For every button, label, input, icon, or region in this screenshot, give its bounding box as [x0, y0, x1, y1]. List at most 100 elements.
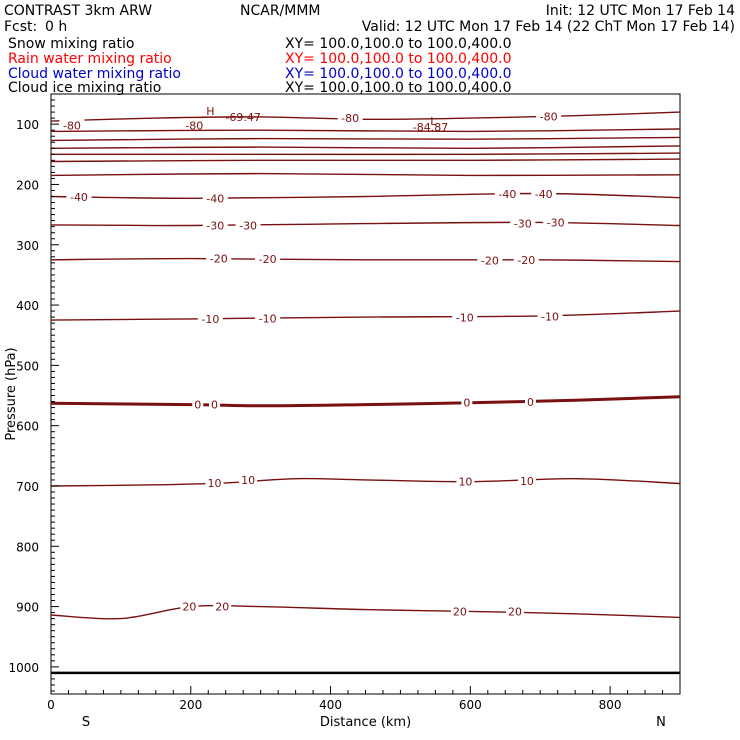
contour-label-bg [543, 215, 569, 230]
contour-label: -40 [535, 188, 553, 201]
x-axis-label: Distance (km) [320, 715, 411, 730]
x-tick-label: 400 [319, 698, 342, 712]
contour-label: -20 [259, 253, 277, 266]
y-axis-label: Pressure (hPa) [4, 347, 19, 440]
contour-label-bg [456, 474, 475, 489]
y-tick-label: 400 [16, 299, 39, 313]
contour-label-bg [524, 395, 536, 410]
extremum-label: L [430, 115, 437, 128]
contour-label-bg [255, 252, 281, 267]
legend-rain-label: Rain water mixing ratio [8, 51, 172, 67]
y-tick-label: 900 [16, 601, 39, 615]
contour-label: 20 [453, 605, 467, 618]
center-title: NCAR/MMM [240, 3, 321, 19]
plot-frame [50, 93, 681, 695]
contour-label-bg [239, 472, 258, 487]
legend-cloudwater-label: Cloud water mixing ratio [8, 66, 181, 82]
y-tick-label: 200 [16, 178, 39, 192]
contour-label: 0 [211, 399, 218, 412]
contour-label: 20 [182, 601, 196, 614]
x-tick-label: 600 [459, 698, 482, 712]
contour-line [50, 145, 681, 150]
north-end-label: N [656, 715, 666, 730]
header: CONTRAST 3km ARW NCAR/MMM Init: 12 UTC M… [4, 3, 735, 35]
contour-label-bg [513, 252, 539, 267]
contour-label-bg [235, 218, 261, 233]
contour-label: -40 [498, 188, 516, 201]
contour-label-bg [205, 475, 224, 490]
contour-line [50, 158, 681, 163]
contour-label-bg [531, 187, 557, 202]
contour-label-bg [517, 474, 536, 489]
y-tick-label: 800 [16, 540, 39, 554]
y-tick-label: 100 [16, 118, 39, 132]
model-title: CONTRAST 3km ARW [4, 3, 152, 19]
contour-line [50, 128, 681, 133]
contour-label-bg [202, 191, 228, 206]
valid-time: Valid: 12 UTC Mon 17 Feb 14 (22 ChT Mon … [362, 19, 735, 35]
y-tick-label: 1000 [8, 661, 39, 675]
plot-area: -80 -80 -80 -80 -40 -40 -40 -40 -30 -30 -30 -30 -20 -… [4, 93, 681, 730]
contour-label: 0 [527, 396, 534, 409]
contour-label: -30 [206, 219, 224, 232]
x-tick-label: 200 [179, 698, 202, 712]
fcst-label: Fcst: [4, 19, 37, 35]
contour-label: 10 [208, 477, 222, 490]
contour-label-bg [180, 599, 199, 614]
y-tick-label: 600 [16, 420, 39, 434]
contour-label: 20 [215, 601, 229, 614]
contour-label: -20 [210, 253, 228, 266]
contour-label: -20 [481, 254, 499, 267]
contour-label: -40 [206, 192, 224, 205]
contour-label: 10 [458, 476, 472, 489]
contour-label-bg [181, 118, 207, 133]
contour-line [50, 477, 681, 487]
contour-label: -80 [540, 110, 558, 123]
contour-label-bg [255, 311, 281, 326]
legend-cloudice-xy: XY= 100.0,100.0 to 100.0,400.0 [285, 80, 512, 96]
south-end-label: S [82, 715, 90, 730]
contour-label: -10 [456, 312, 474, 325]
y-tick-label: 700 [16, 480, 39, 494]
extremum-label: -84.87 [413, 121, 448, 134]
contour-line [50, 172, 681, 177]
legend-cloudwater-xy: XY= 100.0,100.0 to 100.0,400.0 [285, 66, 512, 82]
contour-label: 10 [241, 474, 255, 487]
contour-label-bg [450, 604, 469, 619]
contour-label: -10 [259, 312, 277, 325]
legend-snow-xy: XY= 100.0,100.0 to 100.0,400.0 [285, 36, 512, 52]
contour-line [50, 221, 681, 227]
legend: Snow mixing ratio XY= 100.0,100.0 to 100… [8, 36, 512, 96]
x-tick-label: 800 [599, 698, 622, 712]
contour-label: 10 [520, 475, 534, 488]
x-tick-label: 0 [47, 698, 55, 712]
extremum-label: H [206, 105, 214, 118]
contour-line [50, 395, 681, 408]
contour-label: -10 [541, 311, 559, 324]
contour-label-bg [452, 310, 478, 325]
legend-rain-xy: XY= 100.0,100.0 to 100.0,400.0 [285, 51, 512, 67]
y-tick-label: 500 [16, 359, 39, 373]
legend-snow-label: Snow mixing ratio [8, 36, 134, 52]
contour-label: -80 [185, 119, 203, 132]
init-time: Init: 12 UTC Mon 17 Feb 14 [546, 3, 735, 19]
extremum-label: -69.47 [225, 111, 260, 124]
contour-label-bg [213, 599, 232, 614]
contour-label-bg [536, 109, 562, 124]
contour-label: 0 [194, 399, 201, 412]
contour-line [50, 192, 681, 200]
contour-label-bg [537, 309, 563, 324]
contour-line [50, 310, 681, 321]
contour-label: -40 [70, 191, 88, 204]
contour-label: -30 [514, 218, 532, 231]
contour-line [51, 152, 681, 156]
y-tick-label: 300 [16, 239, 39, 253]
contour-label: 0 [463, 397, 470, 410]
contour-label-bg [206, 251, 232, 266]
legend-cloudice-label: Cloud ice mixing ratio [8, 80, 161, 96]
contour-label-bg [461, 395, 473, 410]
contour-label: -20 [517, 254, 535, 267]
contour-label-bg [494, 187, 520, 202]
contour-line [50, 136, 681, 142]
contour-label-bg [197, 311, 223, 326]
